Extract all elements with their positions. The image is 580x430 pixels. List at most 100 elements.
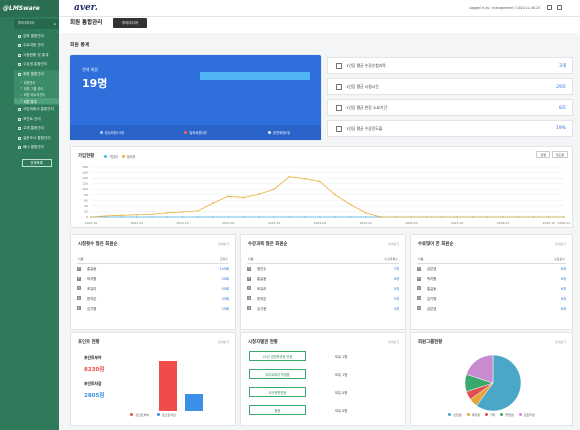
data-point bbox=[471, 216, 474, 218]
member-name: 한지은 bbox=[87, 296, 97, 301]
sidebar-item-banners[interactable]: 배너 통합관리 bbox=[14, 143, 59, 153]
org-button[interactable]: 투어미디어 bbox=[113, 18, 147, 28]
home-icon: ⌂ bbox=[53, 21, 56, 26]
data-point bbox=[303, 216, 306, 218]
row-value: 6개 bbox=[560, 286, 566, 291]
table-row[interactable]: 3 홍길동 6개 bbox=[417, 284, 566, 294]
service-tag[interactable]: 라코젠학원용 bbox=[249, 387, 306, 397]
sidebar-item-surveys[interactable]: 설문조사 통합관리 bbox=[14, 134, 59, 144]
rank-badge: 2 bbox=[77, 276, 81, 281]
sidebar-item-students[interactable]: 수강생 통합관리 bbox=[14, 60, 59, 70]
edit-icon[interactable] bbox=[547, 5, 552, 10]
legend-dot-icon bbox=[466, 413, 470, 416]
points-panel: 포인트 현황 상세보기 포인트부여 8230점 포인트차감 2805점 포인트부… bbox=[70, 332, 236, 426]
rank-badge: 1 bbox=[77, 266, 81, 271]
table-row[interactable]: 4 한지은 5개 bbox=[247, 293, 399, 303]
legend-label: 신입생 bbox=[453, 413, 462, 417]
groups-panel: 회원그룹현황 상세보기 신입생 재학생 기타 졸업생 교환학생 bbox=[410, 332, 573, 426]
submenu-item-groups[interactable]: ✓ 회원 그룹 관리 bbox=[20, 86, 44, 91]
sidebar-item-points[interactable]: 포인트 관리 bbox=[14, 115, 59, 125]
detail-link[interactable]: 상세보기 bbox=[554, 242, 566, 246]
rank-badge: 4 bbox=[417, 296, 421, 301]
submenu-item-messages[interactable]: ✓ 회원 메시지관리 bbox=[20, 92, 46, 98]
table-row[interactable]: 4 한지은 35회 bbox=[77, 293, 229, 303]
data-point bbox=[486, 216, 489, 218]
sidebar-item-completion[interactable]: 수료과정 관리 bbox=[14, 41, 59, 51]
submenu-item-stats[interactable]: ✓ 회원 통계 bbox=[14, 97, 59, 105]
table-row[interactable]: 1 정진수 7개 bbox=[247, 264, 399, 274]
data-point bbox=[212, 202, 214, 204]
table-row[interactable]: 5 김기명 25회 bbox=[77, 303, 229, 313]
table-row[interactable]: 5 김은영 6개 bbox=[417, 303, 566, 313]
sidebar-item-courses[interactable]: 강좌 통합관리 bbox=[14, 32, 59, 42]
table-row[interactable]: 5 김기현 4개 bbox=[247, 303, 399, 313]
all-list-button[interactable]: 전체목록 bbox=[21, 158, 52, 167]
summary-withdrawn: 탈퇴회원0명 bbox=[154, 130, 238, 135]
x-tick-label: 2025.04 bbox=[405, 221, 417, 225]
submenu-label: 회원 통계 bbox=[23, 99, 37, 104]
yearly-toggle[interactable]: 연도별 bbox=[551, 151, 568, 158]
sidebar-item-org[interactable]: 투어미디어 ⌂ bbox=[14, 19, 59, 29]
data-point bbox=[364, 216, 367, 218]
service-tag[interactable]: 유아교육과 학생용 bbox=[249, 369, 306, 379]
table-row[interactable]: 2 박지원 50회 bbox=[77, 274, 229, 284]
data-point bbox=[395, 216, 397, 218]
rank-badge: 3 bbox=[77, 286, 81, 291]
data-point bbox=[135, 213, 138, 216]
data-point bbox=[319, 216, 321, 218]
kpi-value: 8초 bbox=[558, 105, 566, 111]
detail-link[interactable]: 상세보기 bbox=[217, 242, 229, 246]
summary-bar bbox=[200, 72, 310, 80]
top-header: aver. Logged in as : management / 2024.1… bbox=[59, 0, 580, 17]
series-line bbox=[90, 176, 564, 218]
y-tick-label: 160 bbox=[82, 171, 88, 175]
member-name: 홍길동 bbox=[87, 267, 97, 272]
y-tick-label: 140 bbox=[82, 176, 88, 180]
sidebar-nav: 투어미디어 ⌂ 강좌 통합관리 수료과정 관리 시험현황 및 통계 수강생 통합… bbox=[14, 19, 59, 167]
sidebar-item-exams[interactable]: 시험현황 및 통계 bbox=[14, 51, 59, 61]
kpi-label: 1인당 평균 수강신청과목 bbox=[346, 62, 386, 68]
doc-icon bbox=[336, 62, 342, 69]
rank-badge: 1 bbox=[247, 266, 251, 271]
kpi-duration: 1인당 평균 한강 소요기간 8초 bbox=[327, 99, 573, 116]
table-row[interactable]: 3 조유리 55회 bbox=[77, 284, 229, 294]
x-tick-label: 2023.04 bbox=[222, 221, 234, 225]
table-row[interactable]: 3 조유리 5개 bbox=[247, 284, 399, 294]
data-point bbox=[242, 216, 245, 218]
service-tag[interactable]: 합동 bbox=[249, 405, 306, 415]
sidebar-item-members[interactable]: 회원 통합관리 bbox=[14, 69, 59, 79]
detail-link[interactable]: 상세보기 bbox=[554, 340, 566, 344]
table-row[interactable]: 1 홍길동 145회 bbox=[77, 264, 229, 274]
services-panel: 시청자별권 현황 상세보기 22년 경영학과정 전용 보유 2명 유아교육과 학… bbox=[240, 332, 406, 426]
logout-icon[interactable] bbox=[557, 5, 562, 10]
data-point bbox=[181, 211, 184, 213]
sidebar: @LMSware 투어미디어 ⌂ 강좌 통합관리 수료과정 관리 시험현황 및 … bbox=[0, 0, 59, 430]
legend-label: 접속자 bbox=[126, 155, 136, 159]
doc-icon bbox=[336, 125, 342, 132]
y-tick-label: 100 bbox=[82, 187, 88, 191]
monthly-toggle[interactable]: 월별 bbox=[536, 151, 550, 158]
sidebar-item-business[interactable]: 사업계획서 통합관리 bbox=[14, 105, 59, 115]
submenu-item-members[interactable]: ✓ 회원관리 bbox=[20, 80, 36, 85]
kpi-value: 19% bbox=[555, 126, 566, 131]
service-tag[interactable]: 22년 경영학과정 전용 bbox=[249, 351, 306, 361]
table-row[interactable]: 2 홍길동 6개 bbox=[247, 274, 399, 284]
sidebar-item-textbooks[interactable]: 교재 통합관리 bbox=[14, 124, 59, 134]
data-point bbox=[166, 212, 169, 214]
legend-item: 기타 bbox=[484, 413, 495, 417]
kpi-label: 1인당 평균 수강진도율 bbox=[346, 125, 383, 131]
detail-link[interactable]: 상세보기 bbox=[217, 340, 229, 344]
panel-title: 시청횟수 많은 회원순 bbox=[78, 242, 118, 247]
detail-link[interactable]: 상세보기 bbox=[387, 242, 399, 246]
data-point bbox=[273, 216, 275, 218]
data-point bbox=[151, 216, 153, 218]
data-point bbox=[90, 216, 92, 218]
kpi-watch-time: 1인당 평균 시청시간 29초 bbox=[327, 78, 573, 95]
rank-badge: 3 bbox=[417, 286, 421, 291]
table-row[interactable]: 4 김기명 6개 bbox=[417, 293, 566, 303]
detail-link[interactable]: 상세보기 bbox=[387, 340, 399, 344]
panel-title: 수강과목 많은 회원순 bbox=[248, 242, 288, 247]
member-name: 김기현 bbox=[257, 306, 267, 311]
table-row[interactable]: 2 박지원 6개 bbox=[417, 274, 566, 284]
table-row[interactable]: 1 김은영 6개 bbox=[417, 264, 566, 274]
